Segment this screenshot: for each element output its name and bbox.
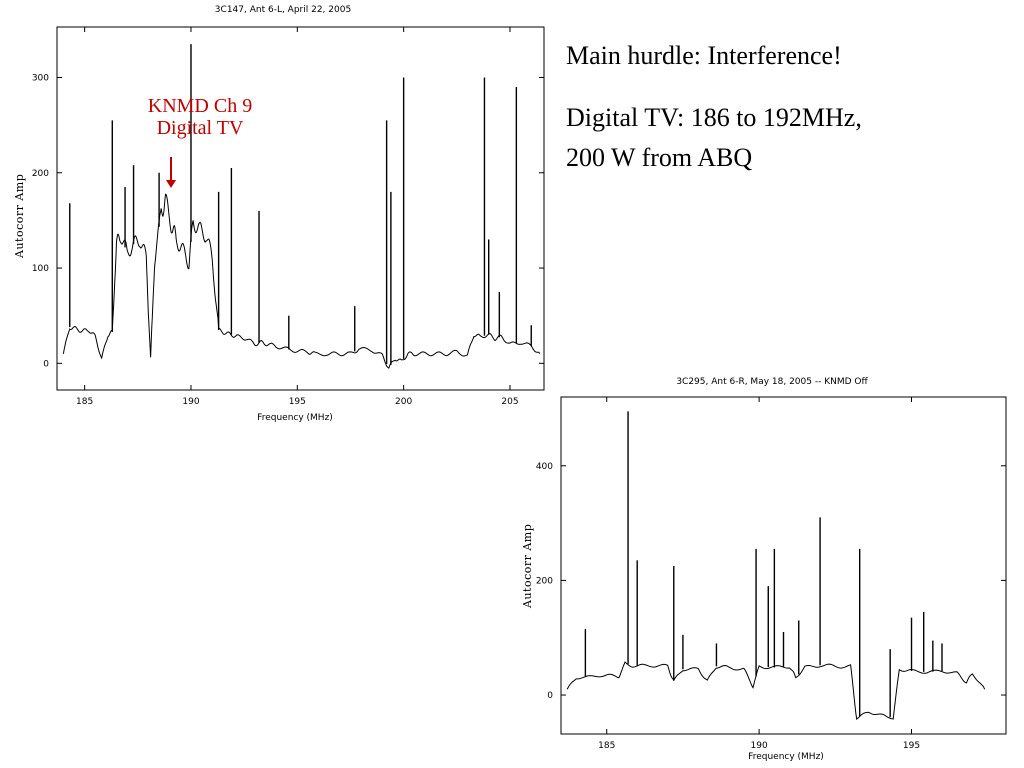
slide-body-line-1: Digital TV: 186 to 192MHz, [566,103,862,132]
y-tick-label: 100 [32,264,49,274]
x-tick-label: 190 [182,397,199,407]
x-tick-label: 185 [598,741,615,751]
plot-frame [56,26,545,391]
x-tick-label: 195 [903,741,920,751]
y-tick-label: 400 [536,462,553,472]
y-tick-label: 0 [43,359,49,369]
chart-2-title: 3C295, Ant 6-R, May 18, 2005 -- KNMD Off [676,377,868,387]
y-tick-label: 0 [547,691,553,701]
annotation-label: KNMD Ch 9 Digital TV [120,95,280,139]
chart-1-title: 3C147, Ant 6-L, April 22, 2005 [214,5,352,15]
series-line [566,661,986,721]
x-tick-label: 195 [289,397,306,407]
y-tick-label: 200 [32,169,49,179]
x-tick-label: 200 [395,397,412,407]
y-tick-label: 300 [32,73,49,83]
x-tick-label: 185 [76,397,93,407]
chart-1-xlabel: Frequency (MHz) [257,413,333,423]
x-tick-label: 205 [501,397,518,407]
x-tick-label: 190 [751,741,768,751]
annotation-line-1: KNMD Ch 9 [147,95,253,117]
slide-heading: Main hurdle: Interference! [566,41,842,70]
plot-frame [560,396,1007,735]
y-tick-label: 200 [536,576,553,586]
annotation-line-2: Digital TV [156,117,244,139]
chart-2-xlabel: Frequency (MHz) [748,752,824,762]
slide-body-line-2: 200 W from ABQ [566,143,753,172]
